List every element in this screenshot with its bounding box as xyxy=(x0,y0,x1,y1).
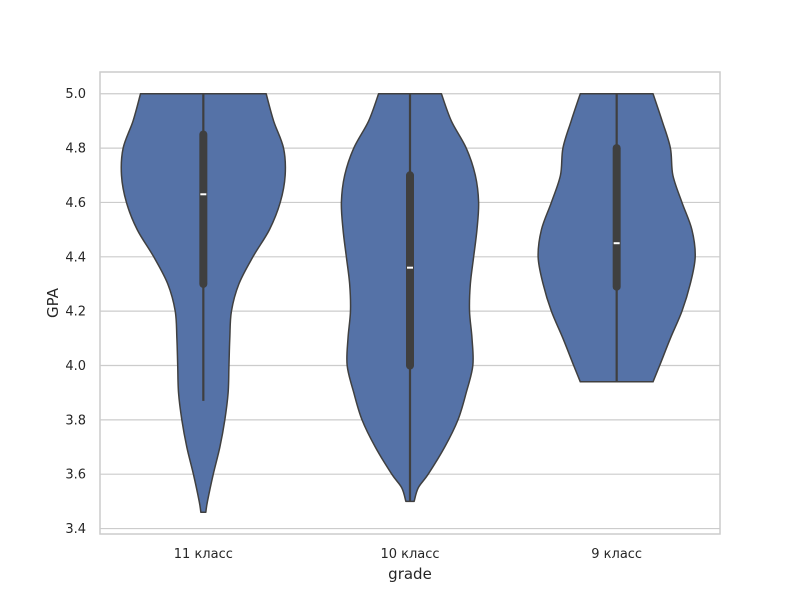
x-tick-labels: 11 класс 10 класс 9 класс xyxy=(174,547,642,562)
x-tick-label: 11 класс xyxy=(174,547,233,562)
y-tick-label: 3.4 xyxy=(65,522,86,537)
violins xyxy=(120,92,696,514)
y-tick-labels: 3.4 3.6 3.8 4.0 4.2 4.4 4.6 4.8 5.0 xyxy=(65,87,86,537)
x-tick-label: 9 класс xyxy=(591,547,642,562)
y-tick-label: 4.4 xyxy=(65,250,86,265)
y-tick-label: 3.6 xyxy=(65,468,86,483)
y-tick-label: 5.0 xyxy=(65,87,86,102)
y-tick-label: 4.6 xyxy=(65,196,86,211)
plot-frame xyxy=(99,71,721,535)
y-axis-label: GPA xyxy=(44,287,62,318)
y-tick-label: 4.8 xyxy=(65,142,86,157)
x-tick-label: 10 класс xyxy=(380,547,439,562)
x-axis-label: grade xyxy=(388,565,432,583)
y-tick-label: 4.0 xyxy=(65,359,86,374)
y-tick-label: 3.8 xyxy=(65,413,86,428)
y-tick-label: 4.2 xyxy=(65,305,86,320)
